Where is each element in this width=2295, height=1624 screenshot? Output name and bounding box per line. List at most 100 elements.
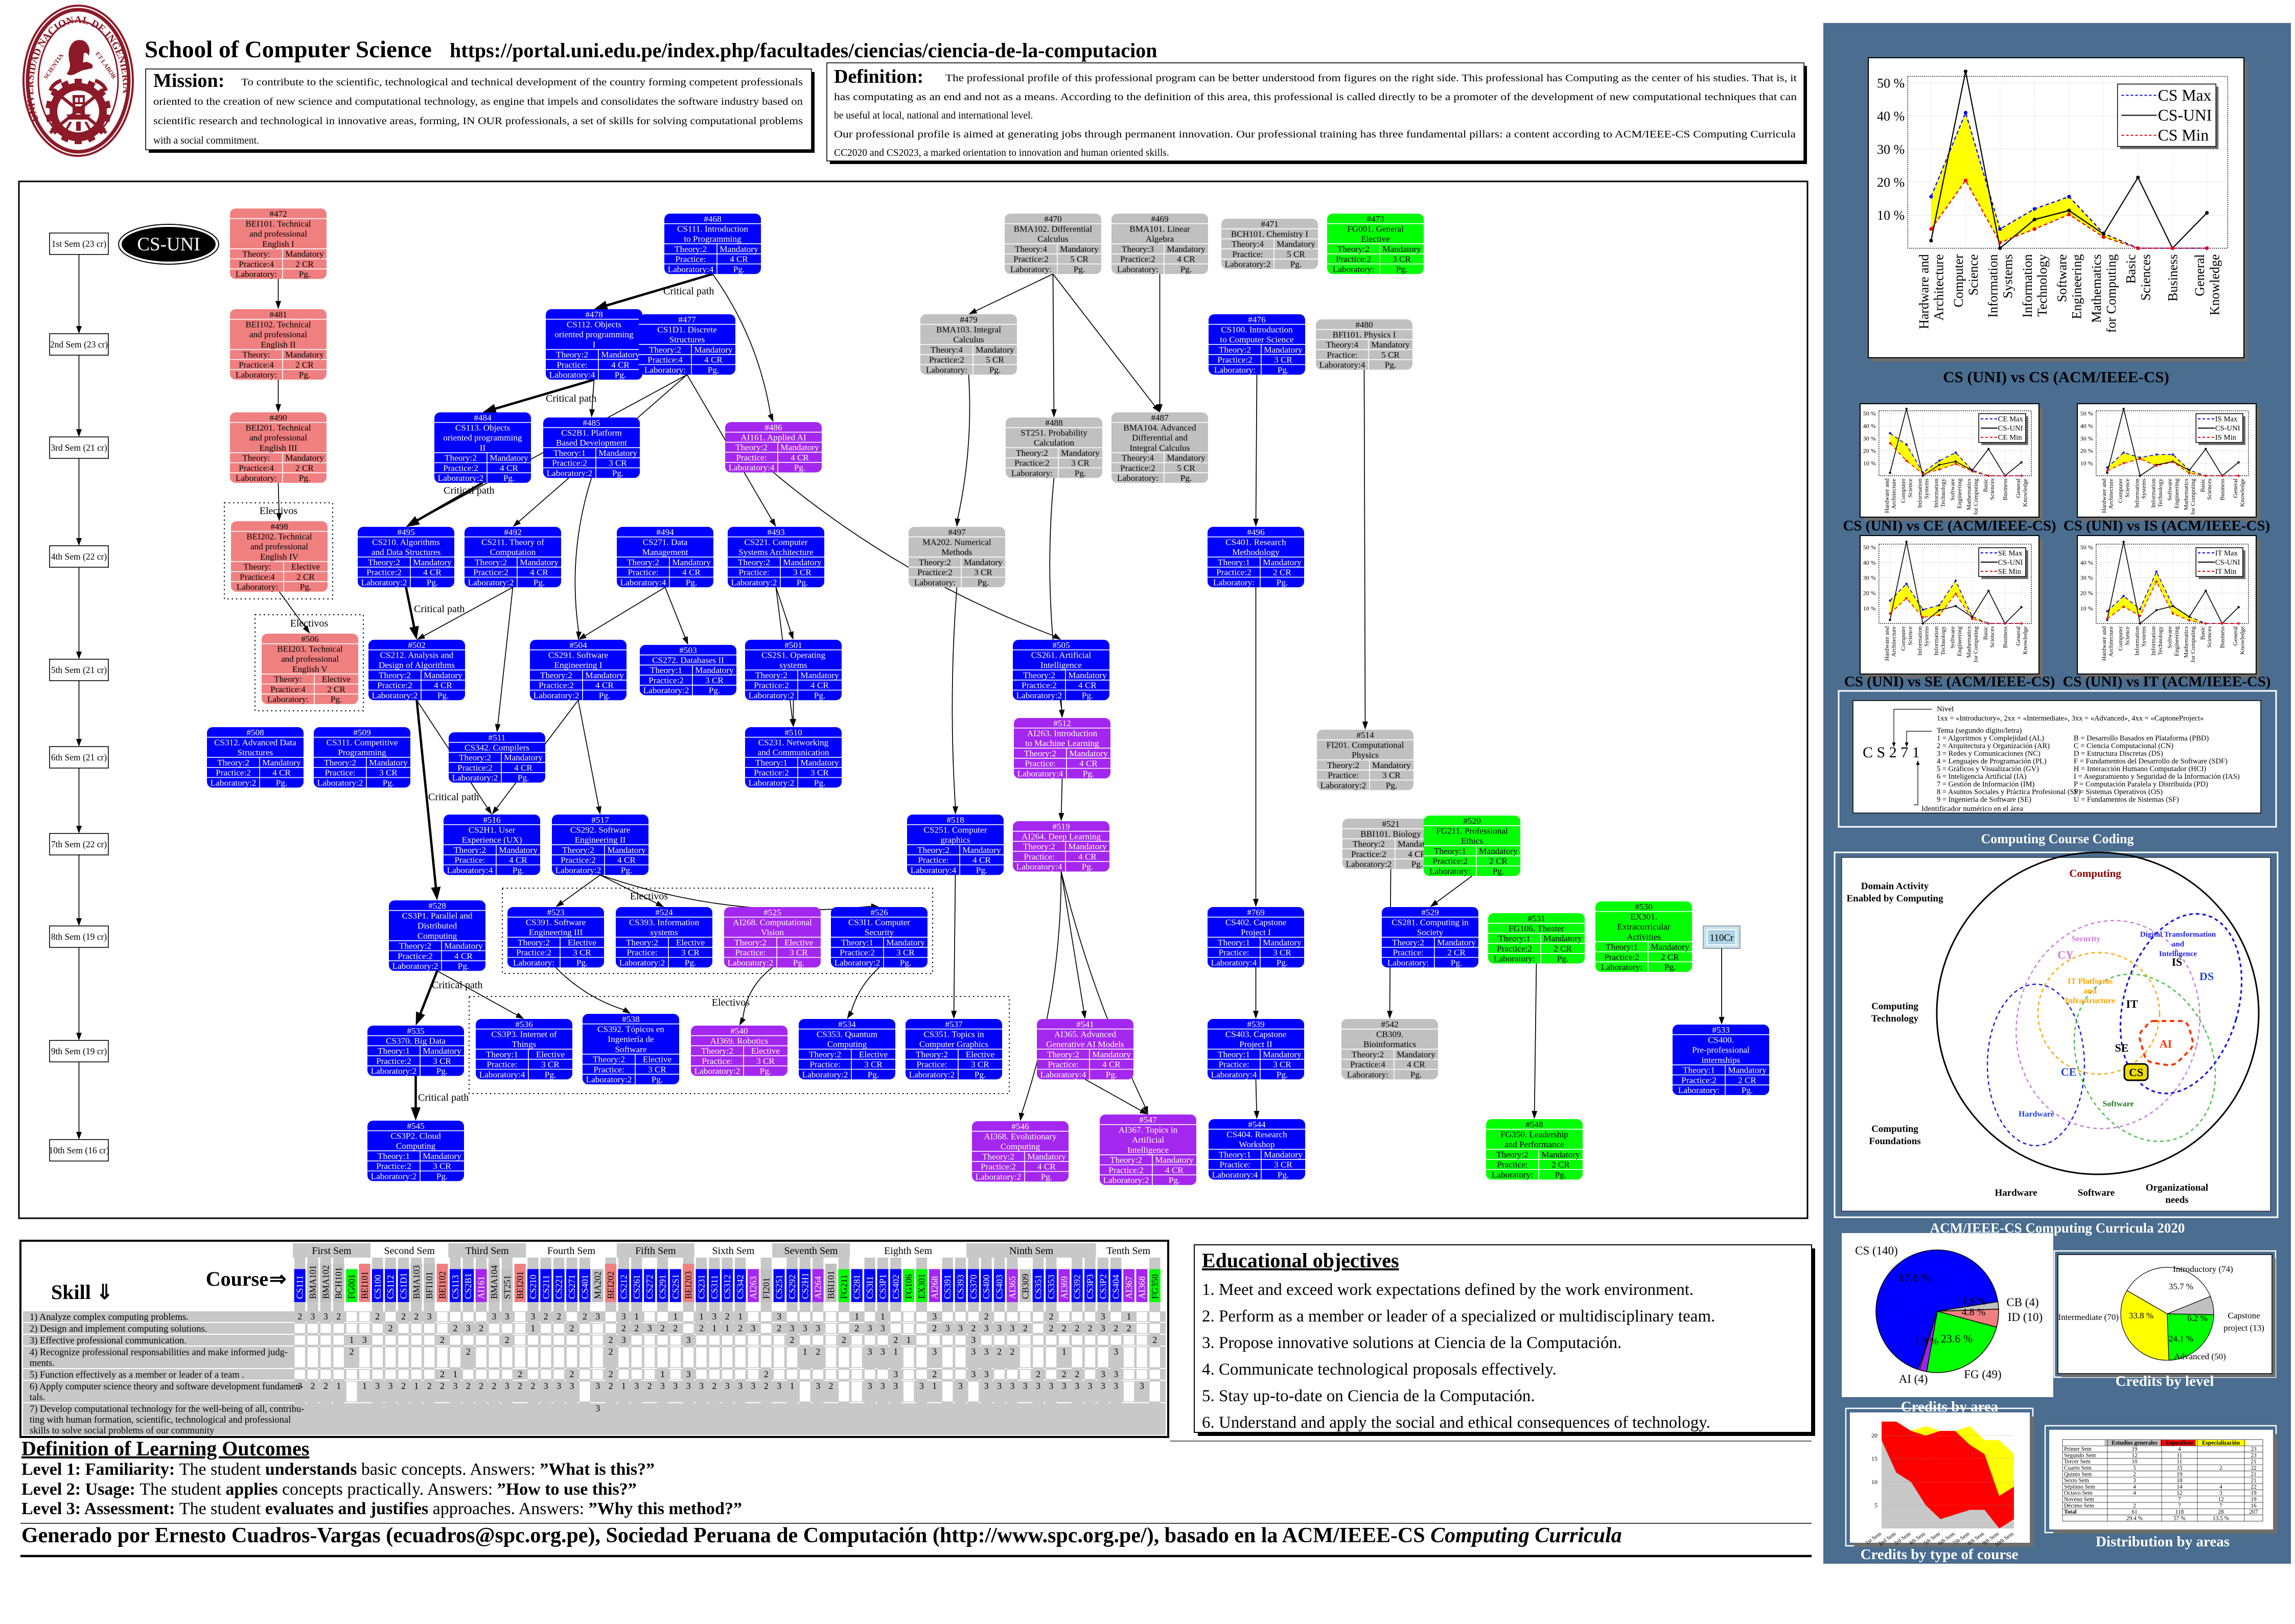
svg-text:Practice:: Practice:	[918, 855, 948, 865]
svg-text:#502: #502	[408, 640, 425, 650]
svg-text:Laboratory:: Laboratory:	[1601, 962, 1642, 972]
svg-text:Enabled by Computing: Enabled by Computing	[1846, 893, 1943, 904]
svg-text:3 CR: 3 CR	[756, 1056, 775, 1066]
svg-text:3: 3	[311, 1311, 315, 1321]
svg-text:Nivel: Nivel	[1937, 705, 1954, 713]
svg-text:7) Develop computational tech: 7) Develop computational technology for …	[30, 1404, 304, 1414]
svg-text:3: 3	[505, 1311, 509, 1321]
svg-text:2: 2	[932, 1369, 937, 1379]
svg-text:2: 2	[1010, 1347, 1014, 1357]
svg-text:Calculation: Calculation	[1034, 438, 1075, 448]
svg-text:3: 3	[1101, 1323, 1105, 1333]
svg-text:and Communication: and Communication	[758, 748, 829, 757]
svg-text:40 %: 40 %	[2080, 422, 2093, 429]
svg-text:Pg.: Pg.	[599, 690, 610, 700]
svg-text:Practice:4: Practice:4	[1350, 1060, 1385, 1070]
svg-text:Pre-professional: Pre-professional	[1692, 1045, 1750, 1055]
svg-text:2: 2	[1036, 1369, 1040, 1379]
svg-text:3 CR: 3 CR	[609, 458, 627, 468]
svg-text:Laboratory:: Laboratory:	[1010, 264, 1052, 274]
svg-text:3: 3	[893, 1369, 898, 1379]
svg-text:Practice:: Practice:	[1327, 350, 1357, 360]
svg-text:CS370. Big Data: CS370. Big Data	[386, 1036, 446, 1046]
svg-text:FG211: FG211	[839, 1274, 849, 1299]
svg-text:4 CR: 4 CR	[1078, 852, 1097, 862]
svg-text:#524: #524	[655, 908, 673, 917]
svg-text:Credits by area: Credits by area	[1901, 1399, 1999, 1415]
svg-text:Capstone: Capstone	[2228, 1311, 2260, 1320]
svg-text:3 CR: 3 CR	[573, 948, 591, 958]
svg-text:CB309: CB309	[1020, 1273, 1030, 1299]
svg-text:Theory:2: Theory:2	[1352, 1050, 1384, 1059]
svg-text:Knowledge: Knowledge	[2022, 627, 2029, 655]
svg-text:29.4 %: 29.4 %	[2126, 1515, 2143, 1521]
svg-text:Elective: Elective	[322, 675, 351, 684]
svg-text:2: 2	[1049, 1323, 1054, 1333]
svg-text:Theory:3: Theory:3	[1122, 244, 1154, 254]
svg-text:Mandatory: Mandatory	[601, 350, 640, 360]
svg-text:Practice:: Practice:	[1497, 1160, 1527, 1170]
svg-text:Pg.: Pg.	[299, 269, 310, 279]
svg-text:Pg.: Pg.	[1557, 954, 1568, 964]
svg-text:Business: Business	[2219, 478, 2226, 500]
svg-text:1: 1	[699, 1311, 704, 1321]
svg-text:S = Sistemas Operativos (OS): S = Sistemas Operativos (OS)	[2074, 788, 2163, 796]
svg-text:B = Desarrollo Basados en Plat: B = Desarrollo Basados en Plataforma (PB…	[2074, 734, 2209, 743]
svg-text:Pg.: Pg.	[975, 1070, 986, 1079]
svg-text:CS212. Analysis and: CS212. Analysis and	[380, 651, 454, 660]
svg-text:Practice:2: Practice:2	[1120, 463, 1155, 473]
svg-text:2: 2	[311, 1381, 315, 1391]
svg-text:Theory:2: Theory:2	[1392, 938, 1424, 947]
svg-text:2: 2	[1023, 1323, 1028, 1333]
svg-text:Elective: Elective	[784, 938, 814, 947]
svg-text:19: 19	[2176, 1471, 2183, 1477]
svg-text:Practice:: Practice:	[1048, 1060, 1078, 1070]
svg-text:2: 2	[557, 1311, 561, 1321]
svg-text:1: 1	[350, 1335, 354, 1345]
svg-text:3: 3	[362, 1335, 367, 1345]
svg-text:2 CR: 2 CR	[1551, 1160, 1570, 1170]
svg-text:CS400: CS400	[981, 1274, 991, 1299]
svg-text:Knowledge: Knowledge	[2022, 478, 2029, 506]
svg-text:3: 3	[919, 1381, 924, 1391]
svg-text:Theory:: Theory:	[242, 249, 270, 259]
svg-text:9th Sem (19 cr): 9th Sem (19 cr)	[51, 1046, 107, 1056]
svg-text:CS211: CS211	[541, 1275, 551, 1299]
svg-text:Theory:1: Theory:1	[553, 448, 586, 458]
svg-text:7: 7	[2178, 1503, 2181, 1509]
svg-text:2: 2	[531, 1381, 536, 1391]
svg-text:3: 3	[595, 1381, 600, 1391]
svg-text:Mandatory: Mandatory	[369, 758, 408, 768]
svg-text:Pg.: Pg.	[1169, 1175, 1180, 1185]
svg-text:#538: #538	[622, 1014, 639, 1024]
svg-text:CS291. Software: CS291. Software	[548, 651, 609, 660]
svg-text:Pg.: Pg.	[1742, 1085, 1753, 1095]
svg-text:Hardware: Hardware	[1995, 1188, 2037, 1198]
svg-text:10 %: 10 %	[2080, 460, 2093, 467]
svg-text:2: 2	[790, 1335, 795, 1345]
svg-text:2: 2	[609, 1369, 613, 1379]
svg-text:DS: DS	[2199, 970, 2214, 983]
svg-text:Computing: Computing	[1001, 1142, 1040, 1151]
svg-text:CS272. Databases II: CS272. Databases II	[652, 656, 724, 665]
svg-text:3: 3	[932, 1311, 937, 1321]
svg-text:CS401: CS401	[579, 1274, 590, 1299]
svg-text:3: 3	[984, 1369, 989, 1379]
svg-text:BEI101. Technical: BEI101. Technical	[245, 219, 311, 229]
svg-text:3 CR: 3 CR	[1071, 458, 1089, 468]
svg-text:Pg.: Pg.	[576, 958, 588, 967]
svg-text:Laboratory:2: Laboratory:2	[909, 1070, 955, 1079]
svg-text:3: 3	[427, 1311, 432, 1321]
svg-text:FG106: FG106	[903, 1274, 914, 1299]
svg-text:Business: Business	[2002, 478, 2009, 500]
svg-text:CS210. Algorithms: CS210. Algorithms	[372, 538, 440, 547]
svg-text:CS-UNI: CS-UNI	[137, 234, 200, 255]
svg-text:Systems: Systems	[1923, 626, 1930, 646]
svg-text:AI268: AI268	[930, 1276, 940, 1299]
svg-text:3: 3	[375, 1381, 380, 1391]
svg-text:Primer Sem: Primer Sem	[2064, 1446, 2092, 1452]
svg-text:II: II	[480, 443, 486, 453]
svg-text:Theory:2: Theory:2	[1353, 839, 1385, 849]
svg-text:Domain Activity: Domain Activity	[1861, 881, 1929, 892]
svg-text:Seventh Sem: Seventh Sem	[784, 1245, 838, 1257]
